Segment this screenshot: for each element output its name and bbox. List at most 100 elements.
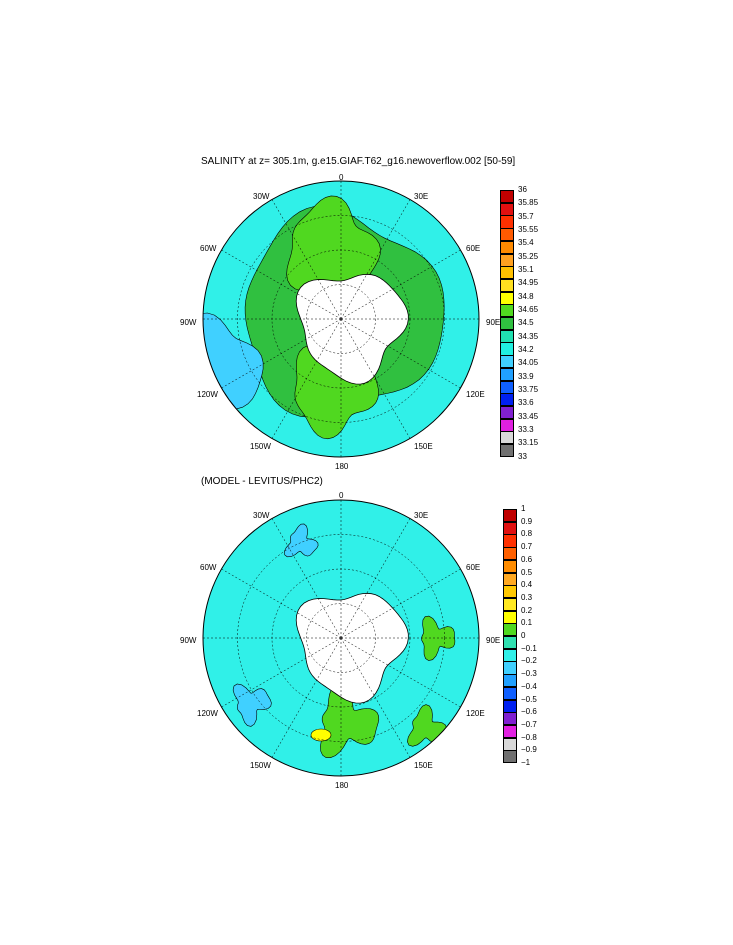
colorbar-tick-label: 0.9 [521, 516, 533, 526]
colorbar-tick-label: 1 [521, 504, 526, 513]
colorbar-tick-label: 0.5 [521, 567, 533, 577]
colorbar-tick-label: 0.6 [521, 554, 533, 564]
colorbar-tick-label: 33.6 [518, 398, 534, 408]
lon-label-60e: 60E [466, 563, 481, 572]
meridian-line [340, 249, 461, 320]
meridian-line [221, 318, 342, 389]
antarctica-land [295, 592, 409, 704]
colorbar-swatch [503, 572, 517, 586]
colorbar-tick-label: 0.3 [521, 592, 533, 602]
colorbar-swatch [503, 737, 517, 751]
lon-label-30e: 30E [414, 511, 429, 520]
colorbar-swatch [503, 623, 517, 637]
colorbar-swatch [500, 418, 514, 432]
latitude-circle [306, 603, 376, 673]
lon-label-120w: 120W [197, 390, 218, 399]
lon-label-120e: 120E [466, 709, 485, 718]
colorbar-tick-label: 0.4 [521, 580, 533, 590]
map-fill [203, 181, 479, 457]
colorbar-swatch [500, 253, 514, 267]
colorbar-tick-label: 33 [518, 451, 527, 461]
colorbar-swatch [500, 304, 514, 318]
colorbar-tick-label: 34.05 [518, 358, 539, 368]
colorbar-swatch [503, 585, 517, 599]
map-border [202, 180, 480, 458]
latitude-circle [306, 284, 376, 354]
lon-label-30e: 30E [414, 192, 429, 201]
lon-label-60w: 60W [200, 244, 217, 253]
meridian-line [340, 637, 411, 758]
colorbar-tick-label: −0.3 [521, 669, 537, 679]
diff-positive-region [320, 683, 380, 759]
colorbar-swatch [503, 597, 517, 612]
colorbar-tick-label: 33.9 [518, 371, 534, 381]
colorbar-swatch [500, 431, 514, 445]
colorbar-tick-label: 33.45 [518, 411, 539, 421]
colorbar-swatch [503, 521, 517, 535]
colorbar-swatch [500, 329, 514, 343]
meridian-line [340, 318, 461, 389]
meridian-line [340, 318, 411, 439]
colorbar-tick-label: 35.1 [518, 265, 534, 274]
colorbar-swatch [500, 278, 514, 293]
colorbar-tick-label: 34.8 [518, 291, 534, 301]
lon-label-90e: 90E [486, 636, 501, 645]
lon-label-90w: 90W [180, 318, 197, 327]
colorbar-tick-label: 34.5 [518, 318, 534, 328]
colorbar-tick-label: −1 [521, 758, 531, 767]
colorbar-swatch [503, 699, 517, 713]
colorbar-swatch [503, 534, 517, 548]
lon-label-90w: 90W [180, 636, 197, 645]
colorbar-tick-label: 0.1 [521, 618, 533, 628]
colorbar-swatch [503, 610, 517, 624]
lon-label-120w: 120W [197, 709, 218, 718]
lon-label-90e: 90E [486, 318, 501, 327]
meridian-line [340, 518, 411, 639]
antarctica-land [295, 273, 409, 385]
colorbar-swatch [503, 661, 517, 675]
meridian-line [271, 637, 342, 758]
colorbar-tick-label: 33.75 [518, 385, 539, 395]
colorbar-swatch [503, 509, 517, 523]
colorbar-tick-label: −0.4 [521, 681, 537, 691]
colorbar-tick-label: 36 [518, 185, 527, 194]
lon-label-180: 180 [335, 462, 349, 471]
meridian-line [221, 637, 342, 708]
salinity-map [202, 180, 480, 458]
colorbar-swatch [503, 724, 517, 739]
colorbar-swatch [500, 266, 514, 280]
lon-label-0: 0 [339, 491, 344, 500]
colorbar-tick-label: −0.2 [521, 656, 537, 666]
colorbar-swatch [500, 444, 514, 458]
colorbar-swatch [503, 636, 517, 650]
colorbar-tick-label: 0.7 [521, 542, 533, 552]
colorbar-tick-label: 35.25 [518, 251, 539, 261]
colorbar-swatch [500, 202, 514, 216]
colorbar-swatch [500, 342, 514, 356]
colorbar-swatch [500, 393, 514, 407]
colorbar-tick-label: −0.7 [521, 719, 537, 729]
map-fill [203, 500, 479, 776]
colorbar-tick-label: 34.95 [518, 278, 539, 288]
lon-label-0: 0 [339, 173, 344, 182]
lon-label-120e: 120E [466, 390, 485, 399]
meridian-line [221, 568, 342, 639]
colorbar-swatch [503, 648, 517, 662]
latitude-circle [237, 534, 445, 742]
lon-label-150e: 150E [414, 761, 433, 770]
colorbar-swatch [503, 750, 517, 764]
colorbar-tick-label: 34.35 [518, 331, 539, 341]
colorbar-tick-label: −0.5 [521, 694, 537, 704]
diff-max-region [310, 728, 332, 742]
colorbar-swatch [503, 686, 517, 700]
difference-map [202, 499, 480, 777]
colorbar-swatch [500, 317, 514, 331]
colorbar-tick-label: 33.3 [518, 425, 534, 435]
colorbar-tick-label: 35.7 [518, 211, 534, 221]
colorbar-swatch [500, 240, 514, 254]
colorbar-swatch [500, 291, 514, 305]
meridian-line [340, 637, 461, 708]
meridian-line [340, 568, 461, 639]
meridian-line [221, 249, 342, 320]
